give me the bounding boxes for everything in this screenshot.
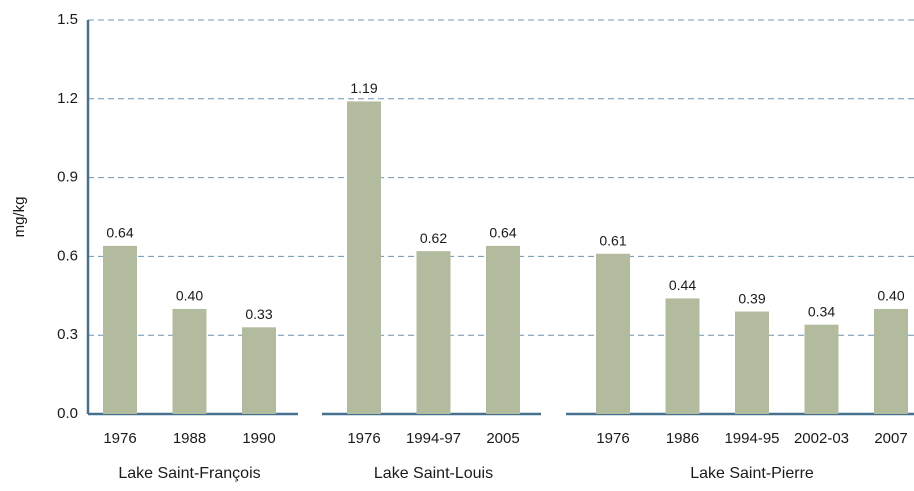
x-tick-label: 1990 [242, 430, 275, 447]
data-label: 0.64 [106, 225, 133, 241]
data-label: 0.40 [176, 288, 203, 304]
x-tick-label: 2005 [486, 430, 519, 447]
bar [486, 245, 520, 414]
data-label: 0.64 [489, 225, 516, 241]
data-label: 0.40 [877, 288, 904, 304]
data-label: 1.19 [350, 80, 377, 96]
bar [242, 327, 276, 414]
data-label: 0.39 [738, 290, 765, 306]
data-label: 0.62 [420, 230, 447, 246]
group-label: Lake Saint-Pierre [690, 465, 814, 482]
x-tick-label: 1976 [596, 430, 629, 447]
x-tick-label: 1994-95 [724, 430, 779, 447]
bar [172, 308, 207, 414]
y-tick-label: 0.9 [57, 169, 78, 186]
bar [347, 101, 381, 414]
x-tick-label: 1986 [666, 430, 699, 447]
bar [103, 245, 137, 414]
y-axis-label: mg/kg [11, 197, 28, 238]
y-tick-label: 0.3 [57, 326, 78, 343]
x-tick-label: 1994-97 [406, 430, 461, 447]
x-tick-label: 2007 [874, 430, 907, 447]
y-tick-label: 0.6 [57, 247, 78, 264]
data-label: 0.61 [599, 232, 626, 248]
bar [596, 253, 630, 414]
y-tick-label: 0.0 [57, 405, 78, 422]
group-label: Lake Saint-François [118, 465, 260, 482]
bar [735, 311, 769, 414]
x-tick-label: 1976 [347, 430, 380, 447]
bar [665, 298, 700, 414]
x-tick-label: 1976 [103, 430, 136, 447]
data-label: 0.33 [245, 306, 272, 322]
y-tick-label: 1.5 [57, 11, 78, 28]
bar [416, 251, 451, 414]
x-tick-label: 2002-03 [794, 430, 849, 447]
bar [874, 308, 908, 414]
data-label: 0.44 [669, 277, 696, 293]
data-label: 0.34 [808, 303, 835, 319]
bar [804, 324, 839, 414]
group-label: Lake Saint-Louis [374, 465, 493, 482]
x-tick-label: 1988 [173, 430, 206, 447]
y-tick-label: 1.2 [57, 90, 78, 107]
